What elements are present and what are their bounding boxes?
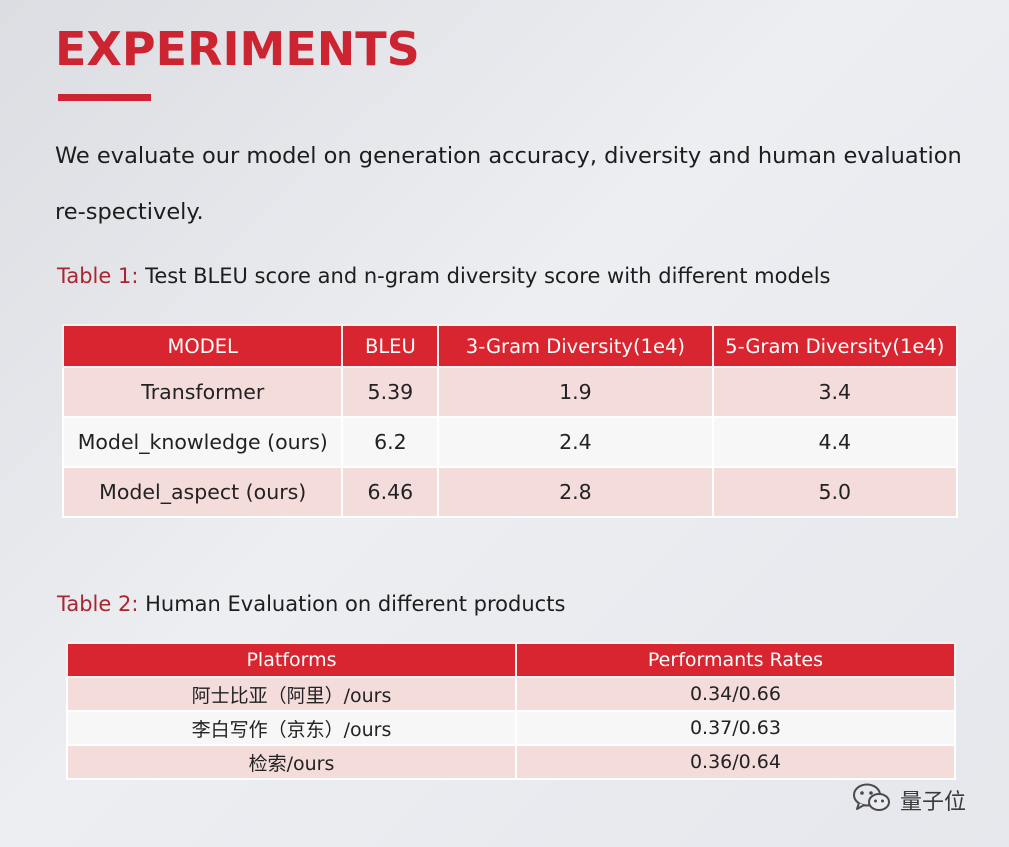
watermark-text: 量子位 (900, 790, 967, 815)
cell-5gram: 5.0 (711, 466, 959, 518)
table-header-row: MODEL BLEU 3-Gram Diversity(1e4) 5-Gram … (61, 324, 959, 368)
column-header-3gram: 3-Gram Diversity(1e4) (437, 324, 714, 368)
table1-bleu-diversity: MODEL BLEU 3-Gram Diversity(1e4) 5-Gram … (61, 324, 959, 518)
cell-rate: 0.34/0.66 (514, 676, 957, 712)
table-row: 李白写作（京东）/ours 0.37/0.63 (66, 710, 957, 746)
cell-bleu: 6.2 (341, 416, 440, 468)
cell-5gram: 3.4 (711, 366, 959, 418)
cell-platform: 李白写作（京东）/ours (66, 710, 517, 746)
cell-rate: 0.36/0.64 (514, 744, 957, 780)
table1-caption: Table 1: Test BLEU score and n-gram dive… (57, 264, 830, 288)
cell-3gram: 1.9 (437, 366, 714, 418)
page-title: EXPERIMENTS (55, 22, 420, 76)
wechat-icon (852, 782, 892, 819)
table-row: 阿士比亚（阿里）/ours 0.34/0.66 (66, 676, 957, 712)
cell-bleu: 6.46 (341, 466, 440, 518)
cell-bleu: 5.39 (341, 366, 440, 418)
table1-caption-label: Table 1: (57, 264, 139, 288)
title-underline (58, 94, 151, 101)
cell-3gram: 2.4 (437, 416, 714, 468)
cell-platform: 检索/ours (66, 744, 517, 780)
table-row: Model_knowledge (ours) 6.2 2.4 4.4 (61, 416, 959, 468)
cell-model: Model_aspect (ours) (61, 466, 344, 518)
cell-rate: 0.37/0.63 (514, 710, 957, 746)
cell-model: Model_knowledge (ours) (61, 416, 344, 468)
table-row: Model_aspect (ours) 6.46 2.8 5.0 (61, 466, 959, 518)
table2-caption-label: Table 2: (57, 592, 139, 616)
table-row: Transformer 5.39 1.9 3.4 (61, 366, 959, 418)
column-header-model: MODEL (61, 324, 344, 368)
table2-human-evaluation: Platforms Performants Rates 阿士比亚（阿里）/our… (66, 642, 957, 780)
table-header-row: Platforms Performants Rates (66, 642, 957, 678)
table-row: 检索/ours 0.36/0.64 (66, 744, 957, 780)
cell-platform: 阿士比亚（阿里）/ours (66, 676, 517, 712)
column-header-bleu: BLEU (341, 324, 440, 368)
watermark: 量子位 (852, 780, 966, 820)
column-header-platforms: Platforms (66, 642, 517, 678)
cell-3gram: 2.8 (437, 466, 714, 518)
cell-model: Transformer (61, 366, 344, 418)
table2-caption-text: Human Evaluation on different products (138, 592, 566, 616)
table1-caption-text: Test BLEU score and n-gram diversity sco… (138, 264, 831, 288)
cell-5gram: 4.4 (711, 416, 959, 468)
column-header-5gram: 5-Gram Diversity(1e4) (711, 324, 959, 368)
table2-caption: Table 2: Human Evaluation on different p… (57, 592, 565, 616)
intro-paragraph: We evaluate our model on generation accu… (55, 143, 962, 225)
column-header-rates: Performants Rates (514, 642, 957, 678)
